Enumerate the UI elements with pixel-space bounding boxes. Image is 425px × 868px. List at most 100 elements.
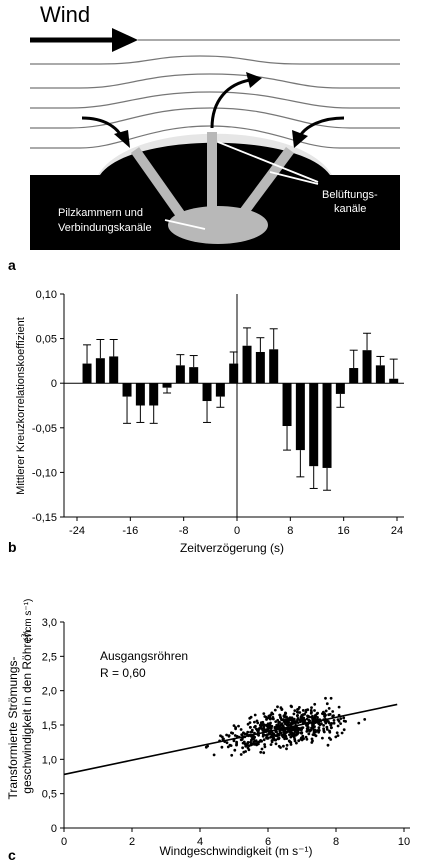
- scatter-point: [306, 715, 310, 718]
- panel-c-yunit: (∛cm s⁻¹): [22, 599, 34, 642]
- scatter-point: [226, 745, 230, 749]
- scatter-point: [267, 714, 271, 718]
- scatter-point: [288, 730, 292, 734]
- scatter-point: [255, 728, 259, 732]
- x-tick-label: 8: [287, 525, 293, 537]
- scatter-point: [308, 729, 311, 733]
- scatter-point: [270, 734, 274, 738]
- scatter-point: [273, 708, 277, 712]
- chamber-label-line2: Verbindungskanäle: [58, 222, 152, 234]
- scatter-point: [255, 719, 259, 723]
- scatter-point: [292, 728, 295, 732]
- scatter-point: [257, 727, 261, 730]
- bar: [255, 351, 265, 384]
- scatter-point: [298, 711, 302, 714]
- scatter-point: [270, 724, 274, 728]
- scatter-point: [305, 717, 309, 721]
- scatter-point: [233, 748, 237, 752]
- y-tick-label: 0,10: [36, 289, 57, 301]
- y-tick-label: 0: [51, 823, 57, 835]
- scatter-point: [329, 696, 333, 700]
- annotation-line2: R = 0,60: [100, 666, 146, 680]
- scatter-point: [261, 734, 265, 738]
- scatter-point: [319, 722, 323, 726]
- bar: [122, 383, 132, 397]
- scatter-point: [225, 741, 229, 745]
- scatter-point: [230, 731, 233, 735]
- scatter-point: [281, 724, 284, 727]
- scatter-point: [277, 737, 281, 741]
- wind-arrow-icon: [30, 28, 138, 52]
- scatter-point: [296, 708, 299, 711]
- scatter-point: [317, 726, 321, 730]
- scatter-point: [265, 737, 269, 740]
- scatter-point: [339, 722, 342, 725]
- scatter-point: [301, 709, 305, 712]
- scatter-point: [314, 730, 317, 734]
- scatter-point: [250, 742, 253, 746]
- scatter-point: [267, 726, 270, 730]
- scatter-point: [295, 720, 299, 724]
- scatter-point: [241, 746, 245, 750]
- panel-a-diagram: Wind Pilzkammern und Verbindungskanäle B…: [30, 2, 400, 250]
- y-tick-label: 2,5: [42, 651, 57, 663]
- streamline: [30, 55, 400, 65]
- x-tick-label: 4: [197, 836, 203, 848]
- wind-label: Wind: [40, 2, 90, 27]
- scatter-point: [265, 728, 269, 732]
- scatter-point: [301, 716, 304, 720]
- bar: [282, 383, 292, 427]
- regression-line: [63, 703, 398, 776]
- x-tick-label: 24: [391, 525, 403, 537]
- bar: [175, 365, 185, 384]
- scatter-point: [316, 711, 319, 715]
- bar: [349, 368, 359, 384]
- scatter-point: [292, 732, 296, 735]
- scatter-point: [235, 743, 238, 747]
- vent-label-line1: Belüftungs-: [322, 189, 378, 201]
- bar: [109, 356, 119, 384]
- scatter-point: [206, 744, 210, 748]
- bar: [309, 383, 319, 467]
- y-tick-label: -0,05: [32, 423, 57, 435]
- scatter-point: [278, 714, 282, 717]
- scatter-point: [284, 711, 287, 715]
- scatter-point: [300, 736, 304, 739]
- scatter-point: [344, 720, 347, 723]
- scatter-point: [335, 731, 339, 735]
- scatter-point: [242, 741, 246, 745]
- bar: [322, 383, 332, 468]
- scatter-point: [285, 747, 288, 751]
- chamber-label-line1: Pilzkammern und: [58, 207, 143, 219]
- scatter-point: [232, 739, 236, 743]
- scatter-point: [274, 720, 278, 723]
- panel-b-label: b: [8, 539, 17, 555]
- scatter-point: [296, 731, 300, 735]
- streamline: [30, 91, 400, 109]
- scatter-point: [321, 736, 324, 740]
- streamline: [30, 73, 400, 89]
- scatter-point: [262, 729, 265, 733]
- scatter-point: [261, 720, 265, 724]
- scatter-point: [342, 728, 346, 732]
- scatter-point: [262, 751, 266, 755]
- y-tick-label: 1,5: [42, 720, 57, 732]
- scatter-point: [285, 718, 289, 721]
- scatter-point: [235, 740, 239, 744]
- scatter-point: [259, 750, 263, 754]
- scatter-point: [234, 727, 238, 731]
- bar: [189, 367, 199, 384]
- x-tick-label: 2: [129, 836, 135, 848]
- scatter-point: [274, 738, 278, 742]
- scatter-point: [308, 719, 312, 723]
- scatter-point: [247, 744, 251, 747]
- scatter-point: [324, 696, 327, 700]
- inflow-arrow-right-icon: [292, 116, 345, 148]
- scatter-point: [262, 738, 266, 742]
- scatter-point: [312, 733, 316, 737]
- scatter-point: [307, 732, 311, 736]
- scatter-point: [301, 726, 305, 729]
- scatter-point: [264, 715, 268, 719]
- scatter-point: [289, 743, 293, 746]
- scatter-point: [253, 725, 256, 729]
